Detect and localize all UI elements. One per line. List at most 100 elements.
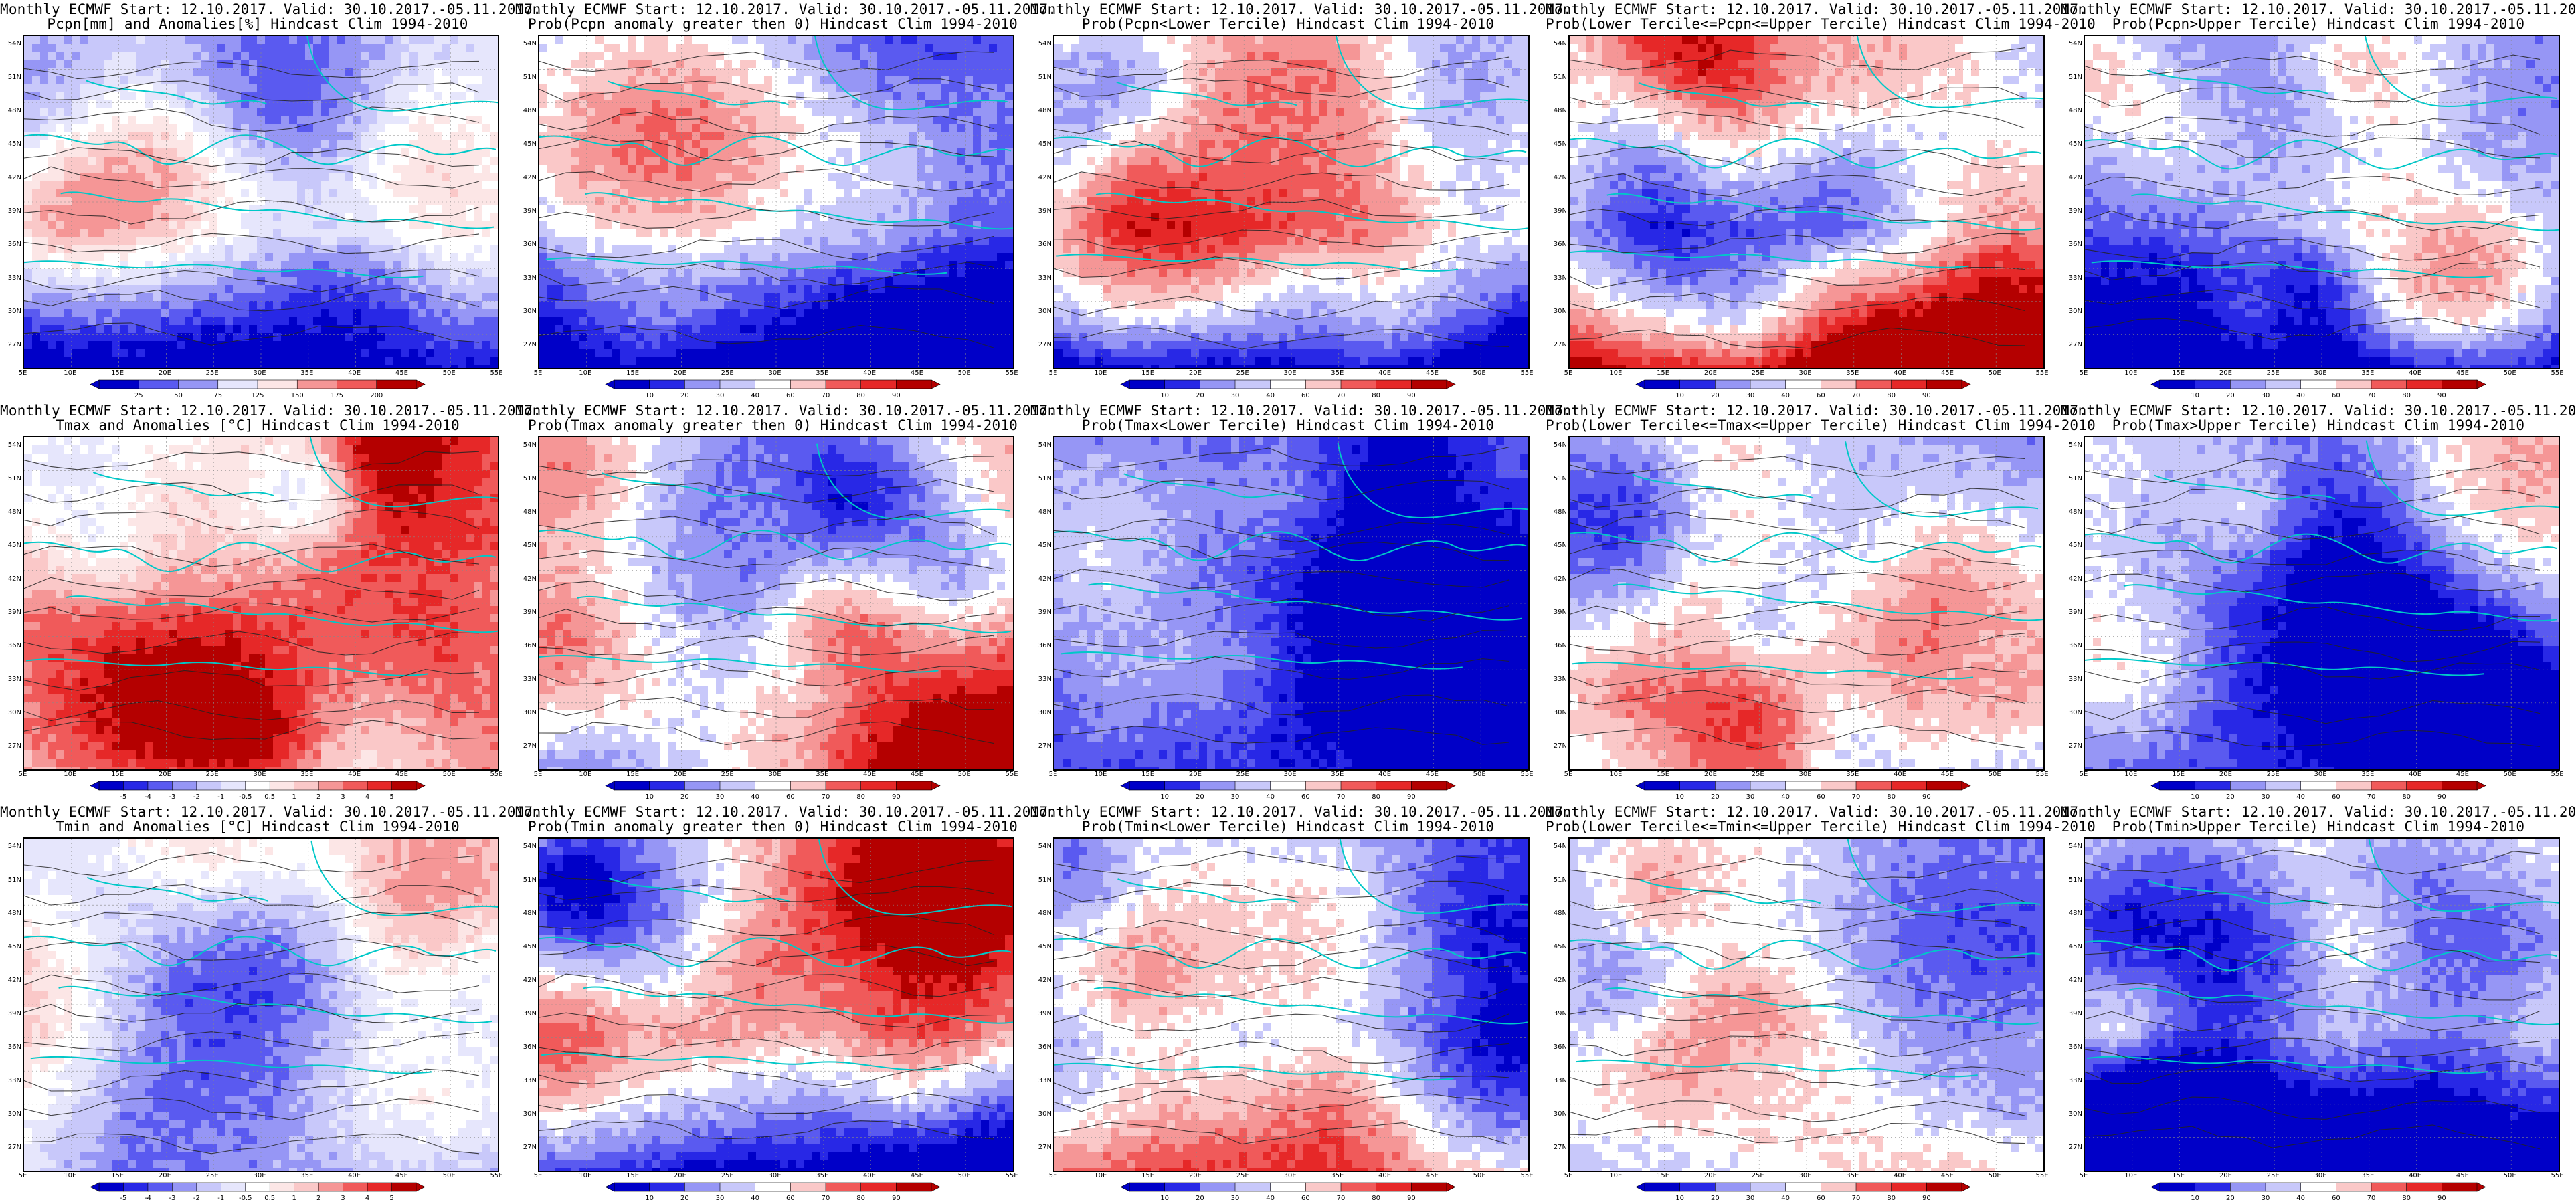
colorbar-label: 70 — [1331, 392, 1350, 399]
lon-label: 5E — [2076, 369, 2092, 377]
colorbar-swatch — [245, 1182, 270, 1192]
contour-line — [24, 912, 480, 932]
lon-label: 20E — [1702, 771, 1718, 778]
map-panel: Monthly ECMWF Start: 12.10.2017. Valid: … — [0, 0, 541, 401]
lon-label: 25E — [204, 369, 220, 377]
contour-line — [539, 325, 995, 348]
forecast-map — [538, 837, 1014, 1172]
contour-line — [539, 577, 995, 602]
colorbar-swatch — [1644, 379, 1681, 389]
colorbar-label: 70 — [1331, 1195, 1350, 1202]
colorbar-label: 90 — [1917, 793, 1936, 801]
colorbar-label: 20 — [675, 392, 694, 399]
colorbar-swatch — [2300, 379, 2336, 389]
lat-label: 45N — [518, 943, 537, 950]
lat-label: 33N — [518, 274, 537, 282]
lat-label: 30N — [3, 308, 21, 315]
lon-label: 45E — [2454, 771, 2470, 778]
colorbar-swatch — [1644, 781, 1681, 791]
lon-label: 50E — [441, 771, 457, 778]
lat-label: 39N — [2063, 609, 2082, 616]
lon-label: 50E — [1471, 369, 1487, 377]
lon-label: 15E — [1655, 1172, 1671, 1179]
lon-label: 15E — [2171, 771, 2187, 778]
colorbar-swatch — [1926, 1182, 1962, 1192]
contour-line — [1054, 977, 1510, 999]
lat-label: 51N — [518, 876, 537, 884]
lat-label: 30N — [3, 1110, 21, 1118]
panel-title-line2: Prob(Pcpn<Lower Tercile) Hindcast Clim 1… — [1030, 16, 1546, 32]
lon-label: 20E — [1187, 771, 1203, 778]
lon-label: 20E — [2217, 771, 2233, 778]
colorbar-label: -4 — [139, 793, 157, 801]
contour-line — [24, 1098, 480, 1120]
colorbar-label: -3 — [163, 793, 181, 801]
lat-label: 30N — [2063, 1110, 2082, 1118]
lon-label: 35E — [814, 1172, 830, 1179]
panel-title-line1: Monthly ECMWF Start: 12.10.2017. Valid: … — [515, 403, 1056, 419]
colorbar-swatch — [257, 379, 298, 389]
lat-label: 51N — [3, 475, 21, 482]
lon-label: 30E — [1282, 1172, 1298, 1179]
lon-label: 45E — [1939, 771, 1955, 778]
panel-title-line2: Prob(Tmax<Lower Tercile) Hindcast Clim 1… — [1030, 417, 1546, 433]
colorbar-swatch — [1679, 1182, 1716, 1192]
colorbar-swatch — [649, 1182, 685, 1192]
colorbar — [605, 781, 941, 791]
coastline — [2365, 36, 2557, 108]
map-field — [1570, 437, 2043, 769]
lat-label: 36N — [2063, 1043, 2082, 1051]
lat-label: 48N — [3, 910, 21, 917]
lat-label: 42N — [1033, 575, 1052, 583]
colorbar-label: -0.5 — [236, 1195, 255, 1202]
lon-label: 35E — [2360, 771, 2376, 778]
colorbar-swatch — [1411, 1182, 1447, 1192]
lat-label: 45N — [1548, 542, 1567, 549]
lat-label: 42N — [1033, 174, 1052, 181]
lon-label: 15E — [2171, 369, 2187, 377]
panel-title-line2: Pcpn[mm] and Anomalies[%] Hindcast Clim … — [0, 16, 515, 32]
lon-label: 25E — [1234, 369, 1251, 377]
contour-line — [24, 669, 480, 691]
coastline — [1117, 878, 1299, 904]
coastline — [1054, 1062, 1454, 1081]
colorbar-swatch — [2442, 781, 2478, 791]
colorbar-label: 70 — [1847, 793, 1865, 801]
colorbar-label: 30 — [1741, 392, 1760, 399]
lat-label: 27N — [518, 742, 537, 750]
forecast-map — [1053, 837, 1530, 1172]
colorbar-swatch — [1679, 781, 1716, 791]
colorbar — [90, 379, 426, 389]
colorbar-label: 20 — [1190, 392, 1209, 399]
lon-label: 5E — [15, 771, 31, 778]
lat-label: 33N — [1548, 676, 1567, 683]
lat-label: 27N — [518, 341, 537, 348]
coastline — [1339, 839, 1528, 914]
panel-title-line1: Monthly ECMWF Start: 12.10.2017. Valid: … — [1546, 403, 2087, 419]
colorbar-swatch — [1411, 781, 1447, 791]
colorbar-label: 40 — [746, 392, 765, 399]
contour-line — [24, 577, 480, 600]
coastline — [585, 192, 1013, 230]
colorbar-swatch — [245, 781, 270, 791]
colorbar-label: 30 — [2256, 392, 2275, 399]
lon-label: 25E — [1750, 369, 1766, 377]
contour-line — [1054, 447, 1510, 469]
lat-label: 27N — [518, 1144, 537, 1151]
panel-title-line1: Monthly ECMWF Start: 12.10.2017. Valid: … — [515, 1, 1056, 17]
contour-line — [24, 322, 480, 346]
colorbar-swatch — [318, 781, 344, 791]
colorbar-swatch — [2265, 1182, 2302, 1192]
colorbar-swatch — [649, 379, 685, 389]
lon-label: 15E — [1655, 771, 1671, 778]
lat-label: 45N — [3, 943, 21, 950]
map-panel: Monthly ECMWF Start: 12.10.2017. Valid: … — [2061, 0, 2576, 401]
map-panel: Monthly ECMWF Start: 12.10.2017. Valid: … — [515, 0, 1056, 401]
contour-line — [2085, 137, 2541, 159]
lon-label: 35E — [2360, 1172, 2376, 1179]
colorbar-arrow-left — [1635, 781, 1645, 791]
colorbar-label: 10 — [2186, 793, 2205, 801]
lat-label: 54N — [518, 843, 537, 850]
lat-label: 51N — [1548, 876, 1567, 884]
map-panel: Monthly ECMWF Start: 12.10.2017. Valid: … — [0, 803, 541, 1204]
